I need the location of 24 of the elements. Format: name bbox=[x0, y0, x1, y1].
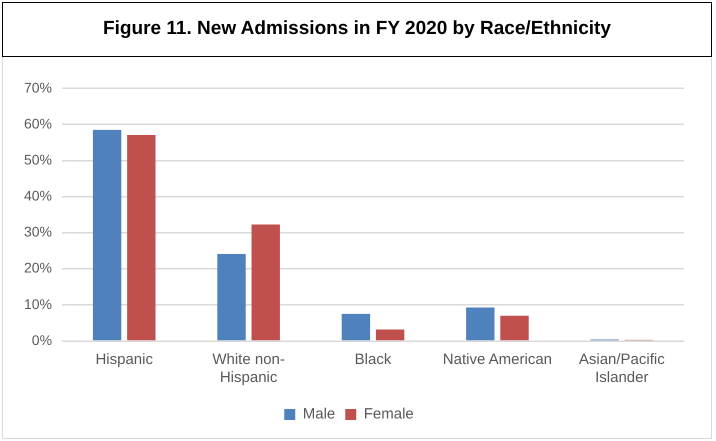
bar bbox=[92, 130, 122, 340]
x-tick-label: Native American bbox=[442, 351, 552, 368]
y-tick-label: 40% bbox=[24, 188, 52, 204]
x-tick-label: Black bbox=[354, 351, 392, 368]
x-tick-label: Asian/Pacific Islander bbox=[578, 351, 666, 386]
y-tick-label: 10% bbox=[24, 296, 52, 312]
bar bbox=[342, 314, 370, 340]
x-tick-label: Hispanic bbox=[95, 351, 154, 368]
bar bbox=[500, 316, 529, 340]
y-tick-label: 60% bbox=[24, 115, 52, 132]
y-tick-label: 70% bbox=[24, 79, 52, 96]
y-tick-label: 20% bbox=[24, 260, 52, 276]
bar bbox=[466, 307, 494, 340]
x-tick-label: White non-Hispanic bbox=[212, 351, 285, 386]
legend-label: Male bbox=[302, 406, 336, 423]
bar bbox=[217, 254, 246, 340]
y-tick-label: 30% bbox=[24, 224, 52, 240]
y-tick-label: 0% bbox=[32, 332, 52, 348]
bar bbox=[127, 134, 156, 340]
bar bbox=[376, 329, 404, 340]
y-tick-label: 50% bbox=[24, 151, 52, 168]
bar bbox=[252, 224, 280, 340]
chart-title: Figure 11. New Admissions in FY 2020 by Race/Ethnicity bbox=[2, 2, 712, 57]
legend-label: Female bbox=[364, 406, 414, 423]
